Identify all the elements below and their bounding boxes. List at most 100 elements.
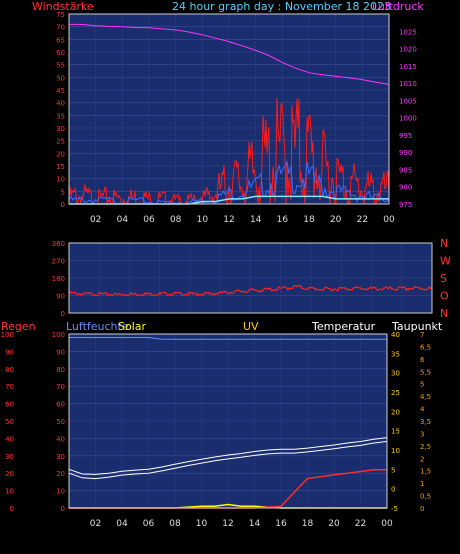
- humidity-line: [69, 337, 387, 340]
- compass-label: N: [440, 307, 448, 320]
- wind-tick-label: 25: [56, 138, 65, 146]
- rain-tick-label: 90: [5, 348, 14, 356]
- time-tick-label: 06: [143, 519, 155, 529]
- weather-multi-panel: Regen Luftfeuchte Solar UV Temperatur Ta…: [1, 320, 443, 529]
- wind-tick-label: 0: [61, 201, 65, 209]
- time-tick-label: 08: [169, 519, 181, 529]
- direction-series: [68, 284, 432, 297]
- rain-tick-label: 20: [5, 470, 14, 478]
- rain-tick-label: 60: [5, 401, 14, 409]
- pressure-tick-label: 1005: [399, 97, 417, 105]
- pressure-axis-ticks: 1025 1020 1015 1010 1005 1000 995 990 985 980 975: [399, 28, 417, 209]
- uv-tick-label: 5,5: [420, 368, 431, 376]
- rain-tick-label: 50: [5, 418, 14, 426]
- time-tick-label: 08: [170, 215, 182, 225]
- time-axis-ticks-top: 02 04 06 08 10 12 14 16 18 20 22 00: [90, 215, 395, 225]
- pressure-tick-label: 995: [399, 132, 412, 140]
- humidity-tick-label: 100: [52, 331, 65, 339]
- uv-tick-label: 2: [420, 455, 424, 463]
- uv-tick-label: 0: [420, 505, 424, 513]
- wind-tick-label: 50: [56, 74, 65, 82]
- wind-tick-label: 55: [56, 62, 65, 70]
- pressure-tick-label: 1000: [399, 115, 417, 123]
- temperature-tick-label: 10: [391, 447, 400, 455]
- time-tick-label: 02: [90, 215, 101, 225]
- direction-axis-ticks: 360 270 180 90 0: [52, 240, 65, 318]
- direction-tick-label: 360: [52, 240, 65, 248]
- wind-tick-label: 35: [56, 112, 65, 120]
- wind-tick-label: 10: [56, 176, 65, 184]
- humidity-tick-label: 0: [61, 505, 65, 513]
- wind-tick-label: 30: [56, 125, 65, 133]
- rain-tick-label: 40: [5, 435, 14, 443]
- time-tick-label: 14: [249, 519, 261, 529]
- wind-axis-title: Windstärke: [32, 0, 94, 13]
- wind-tick-label: 5: [61, 188, 65, 196]
- humidity-tick-label: 10: [56, 488, 65, 496]
- legend-solar: Solar: [118, 320, 147, 333]
- pressure-tick-label: 1015: [399, 63, 417, 71]
- time-tick-label: 02: [90, 519, 101, 529]
- temperature-axis-ticks: 40 35 30 25 20 15 10 5 0 -5: [391, 331, 400, 513]
- temperature-tick-label: -5: [391, 505, 398, 513]
- wind-tick-label: 60: [56, 49, 65, 57]
- rain-tick-label: 30: [5, 453, 14, 461]
- rain-tick-label: 80: [5, 366, 14, 374]
- time-tick-label: 04: [117, 215, 129, 225]
- temperature-tick-label: 30: [391, 370, 400, 378]
- humidity-tick-label: 90: [56, 348, 65, 356]
- pressure-line: [69, 23, 390, 85]
- legend-uv: UV: [243, 320, 259, 333]
- time-tick-label: 04: [116, 519, 128, 529]
- wind-pressure-frame: [68, 13, 390, 205]
- time-tick-label: 00: [383, 215, 395, 225]
- direction-tick-label: 180: [52, 275, 65, 283]
- time-axis-ticks-bottom: 02 04 06 08 10 12 14 16 18 20 22 00: [90, 519, 393, 529]
- chart-title: 24 hour graph day : November 18 2023: [172, 0, 391, 13]
- temperature-tick-label: 5: [391, 466, 395, 474]
- pressure-tick-label: 985: [399, 166, 412, 174]
- legend-regen: Regen: [1, 320, 36, 333]
- time-tick-label: 20: [330, 215, 342, 225]
- pressure-axis-title: Luftdruck: [372, 0, 424, 13]
- time-tick-label: 00: [381, 519, 393, 529]
- wind-tick-label: 65: [56, 36, 65, 44]
- time-tick-label: 18: [303, 215, 315, 225]
- direction-tick-label: 270: [52, 258, 65, 266]
- pressure-tick-label: 980: [399, 184, 412, 192]
- wind-tick-label: 45: [56, 87, 65, 95]
- time-tick-label: 20: [328, 519, 340, 529]
- uv-tick-label: 7: [420, 331, 424, 339]
- time-tick-label: 22: [355, 519, 366, 529]
- compass-label: O: [440, 290, 449, 303]
- pressure-tick-label: 990: [399, 149, 412, 157]
- wind-tick-label: 75: [56, 11, 65, 19]
- temperature-tick-label: 35: [391, 350, 400, 358]
- temperature-tick-label: 15: [391, 428, 400, 436]
- humidity-tick-label: 60: [56, 401, 65, 409]
- weather-frame: [68, 333, 388, 509]
- time-tick-label: 12: [223, 215, 234, 225]
- compass-label: N: [440, 237, 448, 250]
- pressure-tick-label: 1010: [399, 80, 417, 88]
- uv-tick-label: 4: [420, 406, 425, 414]
- compass-label: S: [440, 272, 447, 285]
- pressure-tick-label: 1020: [399, 46, 417, 54]
- uv-tick-label: 0,5: [420, 493, 431, 501]
- legend-luftfeuchte: Luftfeuchte: [66, 320, 129, 333]
- time-tick-label: 16: [277, 215, 289, 225]
- uv-tick-label: 4,5: [420, 393, 431, 401]
- uv-tick-label: 3,5: [420, 418, 431, 426]
- temperature-tick-label: 20: [391, 408, 400, 416]
- uv-tick-label: 6,5: [420, 343, 431, 351]
- wind-tick-label: 70: [56, 24, 65, 32]
- wind-tick-label: 20: [56, 150, 65, 158]
- dewpoint-line: [68, 441, 388, 480]
- temperature-tick-label: 40: [391, 331, 400, 339]
- rain-tick-label: 0: [10, 505, 14, 513]
